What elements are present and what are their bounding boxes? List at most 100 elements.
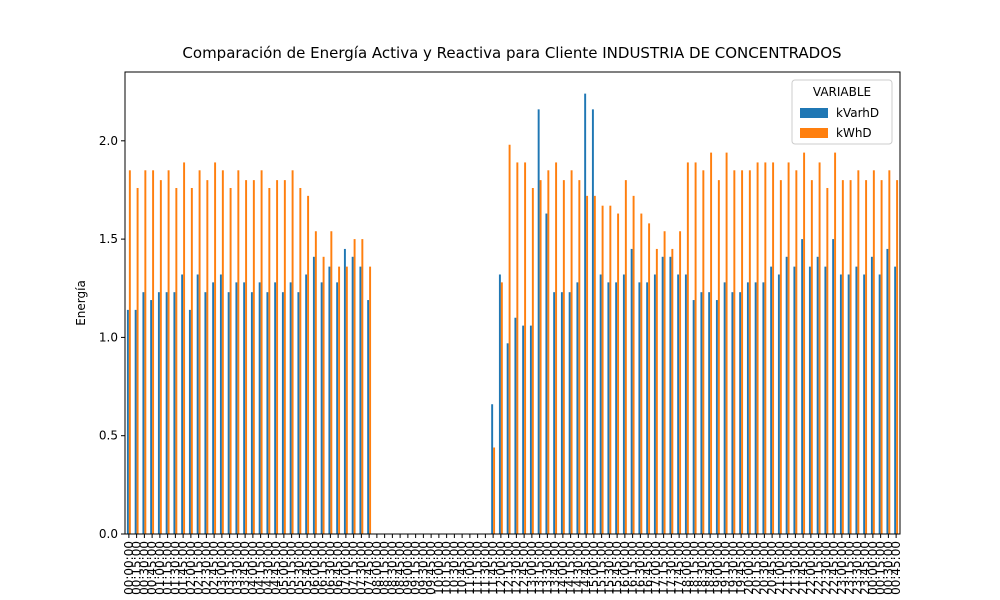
x-tick-label: 11:30:00 — [478, 541, 492, 595]
x-tick-label: 15:00:00 — [587, 541, 601, 595]
x-tick-label: 09:30:00 — [416, 541, 430, 595]
x-tick-label: 00:15:00 — [874, 541, 888, 595]
bar — [500, 282, 503, 534]
x-tick-label: 13:45:00 — [548, 541, 562, 595]
bar — [142, 292, 145, 534]
bar — [219, 274, 222, 534]
y-axis-label: Energía — [74, 280, 88, 326]
bar — [190, 187, 193, 534]
x-tick-label: 15:30:00 — [602, 541, 616, 595]
bar — [834, 152, 837, 534]
bar — [839, 274, 842, 534]
bar — [655, 248, 658, 535]
x-tick-label: 13:00:00 — [525, 541, 539, 595]
bar — [260, 170, 263, 535]
x-tick-label: 08:30:00 — [385, 541, 399, 595]
bar — [243, 282, 246, 534]
x-tick-label: 00:45:00 — [889, 541, 903, 595]
x-tick-label: 13:15:00 — [533, 541, 547, 595]
bar — [803, 152, 806, 534]
bar — [330, 231, 333, 534]
x-tick-label: 00:15:00 — [130, 541, 144, 595]
bar — [855, 266, 858, 534]
bar — [144, 170, 147, 535]
x-tick-label: 07:45:00 — [362, 541, 376, 595]
bar — [715, 300, 718, 534]
bar — [250, 292, 253, 534]
bar — [586, 195, 589, 534]
bar — [516, 162, 519, 535]
bar — [863, 274, 866, 534]
bar — [268, 187, 271, 534]
bar — [865, 180, 868, 534]
bar — [725, 152, 728, 534]
bar — [679, 231, 682, 534]
x-tick-label: 16:15:00 — [626, 541, 640, 595]
bar — [305, 274, 308, 534]
x-tick-label: 12:30:00 — [509, 541, 523, 595]
bar — [314, 231, 317, 534]
bar — [361, 239, 364, 534]
x-tick-label: 01:15:00 — [161, 541, 175, 595]
bar — [756, 162, 759, 535]
x-tick-label: 22:45:00 — [827, 541, 841, 595]
x-tick-label: 03:30:00 — [230, 541, 244, 595]
bar — [568, 292, 571, 534]
x-tick-label: 21:15:00 — [781, 541, 795, 595]
bar — [684, 274, 687, 534]
bar — [152, 170, 155, 535]
y-tick-label: 1.5 — [99, 232, 118, 246]
x-tick-label: 04:15:00 — [254, 541, 268, 595]
bar — [338, 266, 341, 534]
bar — [524, 162, 527, 535]
x-tick-label: 00:00:00 — [866, 541, 880, 595]
x-tick-label: 18:00:00 — [680, 541, 694, 595]
x-tick-label: 14:30:00 — [571, 541, 585, 595]
x-tick-label: 17:15:00 — [657, 541, 671, 595]
bar — [508, 144, 511, 535]
bar — [258, 282, 261, 534]
bar — [872, 170, 875, 535]
x-tick-label: 01:30:00 — [168, 541, 182, 595]
bar — [150, 300, 153, 534]
bar — [312, 256, 315, 534]
bar — [266, 292, 269, 534]
bar — [708, 292, 711, 534]
bar — [206, 180, 209, 534]
x-tick-label: 02:45:00 — [207, 541, 221, 595]
bar — [591, 109, 594, 534]
x-tick-label: 18:30:00 — [695, 541, 709, 595]
bar — [624, 180, 627, 534]
bar — [336, 282, 339, 534]
bar — [772, 162, 775, 535]
x-tick-label: 06:00:00 — [308, 541, 322, 595]
bar — [826, 187, 829, 534]
x-tick-label: 08:45:00 — [393, 541, 407, 595]
bar — [731, 292, 734, 534]
bar — [553, 292, 556, 534]
x-tick-label: 19:30:00 — [726, 541, 740, 595]
x-tick-label: 05:30:00 — [292, 541, 306, 595]
bar — [694, 162, 697, 535]
x-tick-label: 07:30:00 — [354, 541, 368, 595]
x-tick-label: 23:30:00 — [850, 541, 864, 595]
bar — [353, 239, 356, 534]
bar — [351, 256, 354, 534]
x-tick-label: 06:15:00 — [316, 541, 330, 595]
x-tick-label: 04:30:00 — [261, 541, 275, 595]
bar — [593, 195, 596, 534]
bar — [669, 256, 672, 534]
bar — [175, 187, 178, 534]
bar — [320, 282, 323, 534]
x-tick-label: 02:00:00 — [184, 541, 198, 595]
bar — [723, 282, 726, 534]
bar — [739, 292, 742, 534]
bar — [198, 170, 201, 535]
bar — [700, 292, 703, 534]
bar — [777, 274, 780, 534]
bar — [896, 180, 899, 534]
x-tick-label: 15:45:00 — [610, 541, 624, 595]
bar — [601, 205, 604, 534]
bar — [609, 205, 612, 534]
bar — [818, 162, 821, 535]
